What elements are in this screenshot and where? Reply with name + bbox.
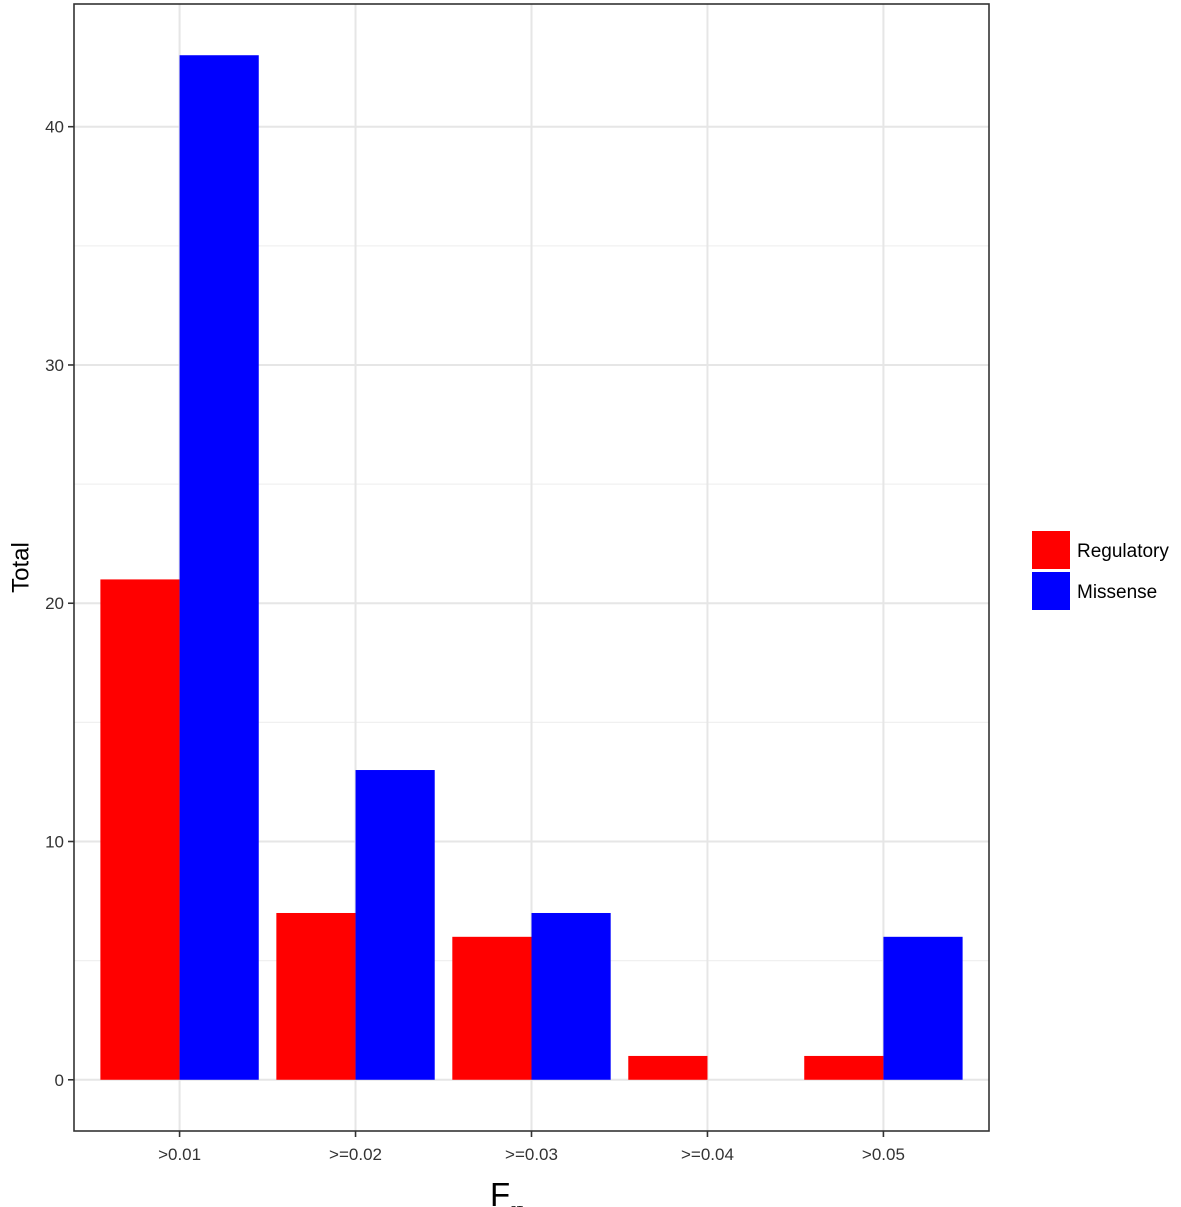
y-tick-label: 40 <box>45 118 64 137</box>
y-tick-label: 20 <box>45 594 64 613</box>
bar-regulatory-0 <box>100 579 180 1080</box>
bar-missense-0 <box>179 55 259 1080</box>
x-axis-title: FST <box>490 1176 523 1207</box>
x-tick-label: >=0.04 <box>681 1145 734 1164</box>
x-tick-label: >0.01 <box>158 1145 201 1164</box>
bar-regulatory-3 <box>628 1055 708 1080</box>
legend-label-missense: Missense <box>1077 582 1157 603</box>
y-axis-title: Total <box>7 542 34 593</box>
bar-regulatory-1 <box>276 912 356 1080</box>
bars <box>100 55 963 1080</box>
bar-regulatory-2 <box>452 936 532 1080</box>
y-axis: 0 10 20 30 40 <box>45 118 74 1090</box>
legend: Regulatory Missense <box>1032 531 1169 610</box>
y-tick-label: 10 <box>45 833 64 852</box>
legend-label-regulatory: Regulatory <box>1077 541 1169 562</box>
bar-missense-1 <box>355 770 435 1080</box>
legend-key-missense <box>1032 572 1070 610</box>
bar-missense-2 <box>531 912 611 1080</box>
x-axis-title-main: F <box>490 1176 510 1207</box>
legend-key-regulatory <box>1032 531 1070 569</box>
x-axis-title-subscript: ST <box>510 1205 523 1207</box>
x-tick-label: >=0.03 <box>505 1145 558 1164</box>
y-tick-label: 0 <box>55 1071 64 1090</box>
y-tick-label: 30 <box>45 356 64 375</box>
x-axis: >0.01 >=0.02 >=0.03 >=0.04 >0.05 <box>158 1131 905 1164</box>
x-tick-label: >0.05 <box>862 1145 905 1164</box>
bar-missense-4 <box>883 936 963 1080</box>
bar-regulatory-4 <box>804 1055 884 1080</box>
x-tick-label: >=0.02 <box>329 1145 382 1164</box>
